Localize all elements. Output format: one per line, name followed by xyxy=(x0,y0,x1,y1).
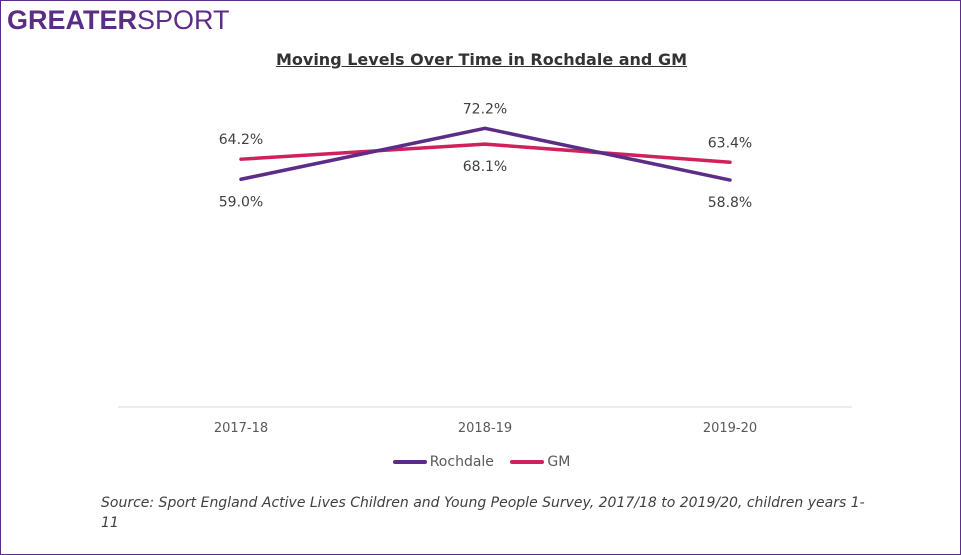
data-label-rochdale: 58.8% xyxy=(708,195,752,211)
x-tick-label: 2019-20 xyxy=(703,421,757,436)
gm-swatch xyxy=(510,460,545,464)
legend: Rochdale GM xyxy=(1,452,960,470)
legend-label: GM xyxy=(547,454,571,470)
legend-label: Rochdale xyxy=(429,454,494,470)
data-label-rochdale: 59.0% xyxy=(219,194,263,210)
data-label-gm: 68.1% xyxy=(463,159,507,175)
series-line-rochdale xyxy=(239,126,732,182)
source-note: Source: Sport England Active Lives Child… xyxy=(101,495,865,531)
series-line-gm xyxy=(239,142,732,165)
greatersport-logo: GREATERSPORT xyxy=(7,5,230,36)
legend-item-rochdale: Rochdale xyxy=(392,454,494,470)
data-label-rochdale: 72.2% xyxy=(463,101,507,117)
x-tick-label: 2018-19 xyxy=(458,421,512,436)
data-label-gm: 64.2% xyxy=(219,132,263,148)
x-tick-label: 2017-18 xyxy=(214,421,268,436)
rochdale-swatch xyxy=(392,460,427,464)
logo-light: SPORT xyxy=(137,5,230,35)
legend-item-gm: GM xyxy=(510,454,570,470)
chart-title: Moving Levels Over Time in Rochdale and … xyxy=(275,50,688,69)
data-label-gm: 63.4% xyxy=(708,135,752,151)
logo-bold: GREATER xyxy=(7,5,138,35)
